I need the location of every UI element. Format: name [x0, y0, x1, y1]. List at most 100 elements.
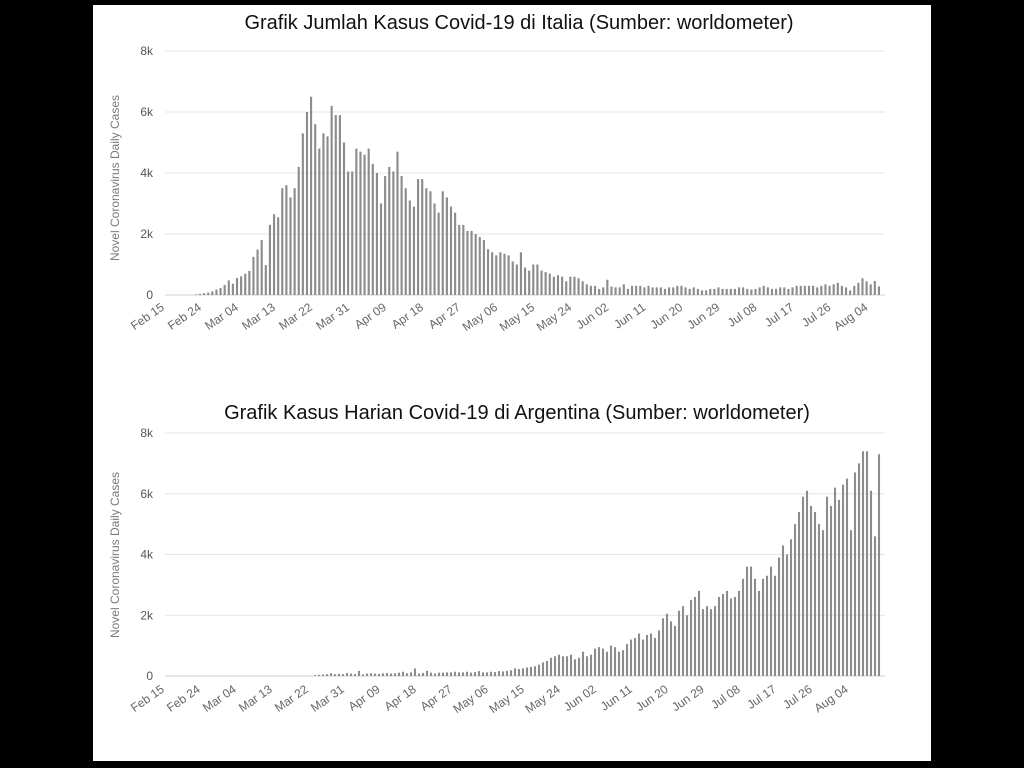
x-tick-label: Mar 31 — [313, 300, 352, 333]
bar — [314, 124, 317, 295]
bar — [700, 290, 704, 295]
y-tick-labels: 0 2k 4k 6k 8k — [140, 44, 154, 302]
bar — [219, 287, 222, 295]
bar — [211, 291, 214, 295]
x-tick-label: Jun 20 — [633, 682, 671, 714]
x-tick-label: May 06 — [460, 300, 501, 334]
bar — [602, 287, 605, 295]
x-tick-label: Apr 27 — [426, 300, 463, 332]
bar — [523, 267, 527, 295]
bar — [557, 654, 561, 676]
bar — [609, 645, 613, 676]
bar — [240, 276, 243, 295]
bar — [639, 285, 642, 295]
bar — [845, 478, 849, 676]
bar — [643, 287, 646, 295]
bar — [762, 285, 765, 295]
bar — [207, 292, 210, 295]
bar — [585, 284, 588, 295]
bar — [637, 633, 641, 676]
bar — [357, 670, 361, 676]
bar — [813, 511, 817, 676]
bar — [333, 674, 337, 676]
bar — [341, 674, 345, 676]
bar — [351, 171, 354, 295]
bar — [449, 206, 453, 295]
bar — [349, 673, 353, 676]
bar — [841, 484, 845, 676]
bar — [371, 163, 374, 295]
x-tick-label: Jun 02 — [574, 300, 612, 332]
bar — [396, 151, 399, 295]
bar — [379, 203, 383, 295]
x-tick-label: May 24 — [534, 300, 575, 334]
bar — [565, 281, 568, 295]
bar — [425, 670, 429, 676]
bar — [746, 288, 749, 295]
bar — [429, 672, 433, 676]
x-tick-label: May 06 — [450, 682, 491, 716]
chart-title: Grafik Kasus Harian Covid-19 di Argentin… — [224, 402, 810, 424]
bar — [665, 613, 669, 676]
bar — [783, 287, 786, 295]
bar — [445, 672, 449, 676]
y-tick-label: 6k — [140, 487, 154, 501]
bar — [264, 265, 267, 295]
bar — [770, 288, 774, 295]
bar — [657, 630, 661, 676]
bar — [310, 96, 313, 295]
y-tick-label: 4k — [140, 548, 154, 562]
bar — [561, 276, 564, 295]
bar — [709, 609, 713, 676]
x-tick-label: Mar 04 — [202, 300, 241, 333]
bar — [857, 282, 860, 295]
bar — [433, 673, 437, 676]
bar — [355, 148, 358, 295]
y-tick-label: 6k — [140, 105, 154, 119]
bar — [248, 270, 251, 295]
bar — [525, 667, 529, 676]
bar — [758, 287, 761, 295]
bar — [272, 214, 276, 295]
bar — [513, 668, 517, 676]
bar — [725, 590, 729, 676]
bar — [824, 284, 827, 295]
bar — [203, 293, 206, 295]
bar — [737, 287, 741, 295]
x-tick-label: Jul 17 — [744, 682, 779, 712]
bar — [412, 206, 416, 295]
bar — [721, 288, 724, 295]
bar — [766, 287, 769, 295]
bar — [697, 590, 701, 676]
bar — [797, 511, 801, 676]
bar — [774, 288, 778, 295]
bar — [389, 673, 393, 676]
bar — [645, 634, 649, 676]
bar — [745, 566, 749, 676]
bar — [781, 545, 785, 676]
bar — [552, 276, 555, 295]
bar — [853, 472, 857, 676]
bar — [497, 671, 501, 676]
bar — [641, 639, 645, 676]
x-tick-label: Jul 17 — [762, 300, 797, 330]
bar — [486, 249, 490, 295]
bar — [844, 287, 848, 295]
bar — [325, 674, 329, 676]
bar — [672, 287, 675, 295]
bar — [548, 273, 551, 295]
bar — [741, 578, 745, 676]
bar — [825, 496, 829, 676]
x-tick-label: Mar 22 — [272, 682, 311, 715]
bar — [198, 293, 202, 295]
bar — [519, 252, 523, 295]
bar — [791, 287, 794, 295]
bar — [589, 285, 592, 295]
bar — [753, 578, 757, 676]
x-tick-label: Jun 20 — [648, 300, 686, 332]
bar — [685, 615, 689, 676]
bar — [235, 277, 239, 295]
bar — [393, 673, 397, 676]
bar — [413, 668, 417, 676]
bar — [750, 289, 753, 295]
